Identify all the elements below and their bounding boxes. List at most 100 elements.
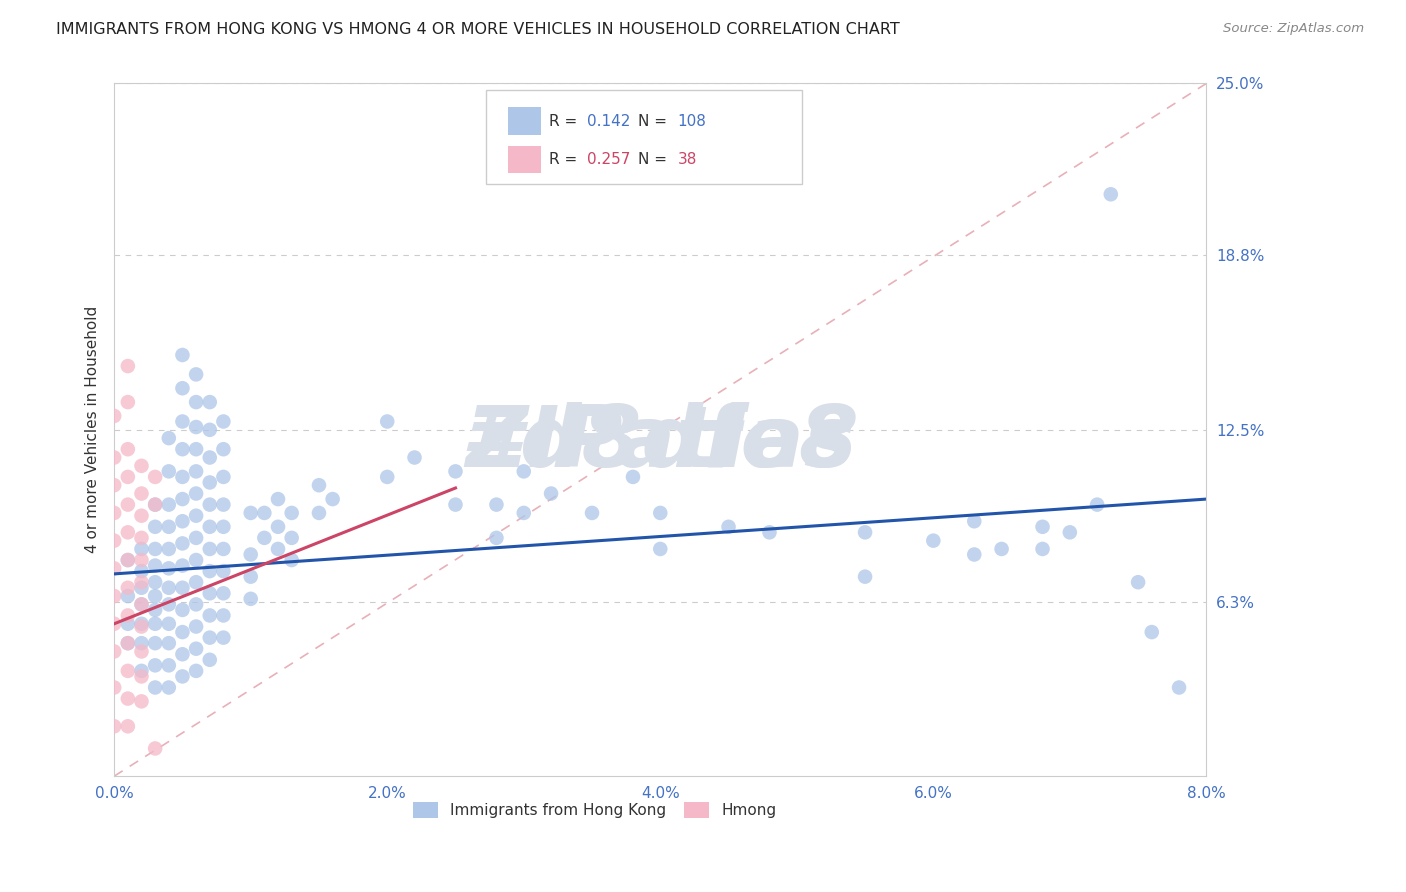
Point: [117, 691, 139, 706]
Point: [184, 464, 207, 478]
Point: [404, 450, 426, 465]
Point: [172, 647, 194, 661]
Text: IMMIGRANTS FROM HONG KONG VS HMONG 4 OR MORE VEHICLES IN HOUSEHOLD CORRELATION C: IMMIGRANTS FROM HONG KONG VS HMONG 4 OR …: [56, 22, 900, 37]
Point: [103, 450, 125, 465]
Point: [184, 531, 207, 545]
Point: [280, 531, 302, 545]
Point: [650, 506, 672, 520]
Point: [198, 541, 221, 556]
Point: [239, 506, 262, 520]
Point: [131, 486, 153, 500]
Text: Source: ZipAtlas.com: Source: ZipAtlas.com: [1223, 22, 1364, 36]
Point: [131, 458, 153, 473]
Point: [117, 442, 139, 457]
Point: [131, 619, 153, 633]
Point: [117, 553, 139, 567]
Point: [117, 525, 139, 540]
Point: [157, 658, 180, 673]
Point: [143, 470, 166, 484]
Point: [131, 553, 153, 567]
Point: [212, 541, 235, 556]
Point: [1140, 625, 1163, 640]
Point: [184, 508, 207, 523]
Point: [143, 575, 166, 590]
Point: [172, 669, 194, 683]
Point: [212, 415, 235, 429]
Point: [131, 664, 153, 678]
Point: [172, 415, 194, 429]
Point: [853, 569, 876, 583]
Point: [143, 541, 166, 556]
Point: [198, 631, 221, 645]
Point: [212, 564, 235, 578]
Point: [253, 531, 276, 545]
Point: [184, 420, 207, 434]
Point: [198, 608, 221, 623]
Point: [198, 520, 221, 534]
Point: [172, 536, 194, 550]
Point: [103, 616, 125, 631]
Point: [131, 636, 153, 650]
Point: [212, 586, 235, 600]
FancyBboxPatch shape: [485, 90, 803, 184]
Point: [212, 442, 235, 457]
Point: [157, 581, 180, 595]
Point: [117, 636, 139, 650]
Point: [172, 625, 194, 640]
Point: [143, 589, 166, 603]
Point: [212, 520, 235, 534]
Point: [184, 664, 207, 678]
Point: [375, 470, 398, 484]
Point: [157, 464, 180, 478]
Point: [131, 694, 153, 708]
Point: [172, 603, 194, 617]
Point: [131, 564, 153, 578]
Point: [184, 395, 207, 409]
Point: [198, 450, 221, 465]
Point: [1085, 498, 1108, 512]
Point: [581, 506, 603, 520]
Text: 0.142: 0.142: [588, 113, 630, 128]
Point: [103, 719, 125, 733]
Point: [990, 541, 1012, 556]
Point: [280, 553, 302, 567]
Point: [184, 553, 207, 567]
Point: [280, 506, 302, 520]
Point: [198, 586, 221, 600]
Point: [184, 368, 207, 382]
Point: [172, 514, 194, 528]
Point: [198, 475, 221, 490]
Point: [143, 636, 166, 650]
Point: [131, 598, 153, 612]
Point: [117, 470, 139, 484]
Point: [131, 575, 153, 590]
Text: 0.257: 0.257: [588, 152, 630, 167]
Point: [117, 498, 139, 512]
Point: [117, 359, 139, 373]
Text: 108: 108: [678, 113, 707, 128]
Point: [1168, 681, 1191, 695]
Point: [485, 498, 508, 512]
Point: [267, 520, 290, 534]
Point: [131, 644, 153, 658]
Point: [444, 464, 467, 478]
Point: [198, 498, 221, 512]
Point: [253, 506, 276, 520]
Point: [963, 514, 986, 528]
Point: [212, 470, 235, 484]
Text: 38: 38: [678, 152, 697, 167]
Point: [172, 348, 194, 362]
Text: N =: N =: [638, 152, 672, 167]
Point: [103, 506, 125, 520]
Text: R =: R =: [548, 113, 582, 128]
Point: [444, 498, 467, 512]
Point: [239, 591, 262, 606]
Point: [157, 598, 180, 612]
Point: [131, 598, 153, 612]
Point: [184, 442, 207, 457]
Point: [157, 636, 180, 650]
Point: [650, 541, 672, 556]
Point: [513, 506, 536, 520]
Point: [758, 525, 780, 540]
Point: [131, 669, 153, 683]
